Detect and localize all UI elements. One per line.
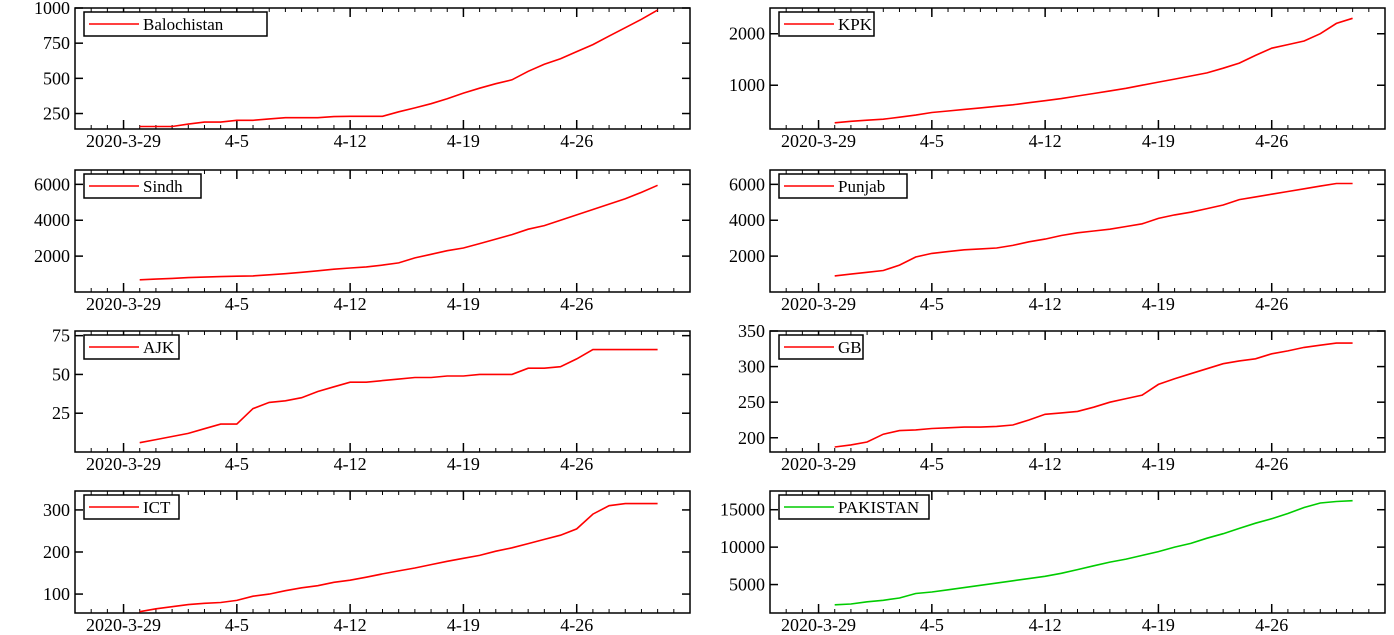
legend-label: Balochistan — [143, 15, 224, 34]
series-line-balochistan — [139, 9, 658, 128]
x-tick-label: 4-5 — [920, 131, 944, 151]
panel-sindh: 2020-3-29 4-5 4-12 4-19 4-26 2000 4000 6000 Sind… — [34, 169, 691, 314]
legend-label: Sindh — [143, 177, 183, 196]
legend: Balochistan — [83, 11, 268, 37]
y-tick-label: 100 — [43, 584, 70, 604]
legend: ICT — [83, 494, 180, 520]
x-tick-label: 2020-3-29 — [781, 131, 856, 151]
legend: PAKISTAN — [778, 494, 930, 520]
series-line-gb — [834, 342, 1353, 448]
y-tick-label: 250 — [738, 392, 765, 412]
panel-gb: 2020-3-29 4-5 4-12 4-19 4-26 200 250 300 350 GB — [738, 321, 1386, 474]
x-tick-label: 2020-3-29 — [86, 615, 161, 635]
x-tick-label: 4-19 — [447, 131, 480, 151]
y-tick-label: 15000 — [720, 500, 765, 520]
series-line-kpk — [834, 17, 1353, 124]
panel-ajk: 2020-3-29 4-5 4-12 4-19 4-26 25 50 75 AJK — [52, 326, 691, 474]
panel-kpk: 2020-3-29 4-5 4-12 4-19 4-26 1000 2000 KPK — [729, 7, 1386, 151]
y-tick-label: 1000 — [34, 0, 70, 18]
x-tick-label: 4-5 — [225, 454, 249, 474]
series-line-ajk — [139, 348, 658, 444]
x-tick-label: 4-12 — [1029, 454, 1062, 474]
y-tick-label: 250 — [43, 104, 70, 124]
x-tick-label: 4-5 — [225, 294, 249, 314]
y-tick-label: 2000 — [729, 24, 765, 44]
y-tick-label: 6000 — [34, 174, 70, 194]
x-tick-label: 4-12 — [334, 131, 367, 151]
legend: GB — [778, 334, 864, 360]
x-tick-label: 4-5 — [225, 615, 249, 635]
x-tick-label: 4-19 — [1142, 615, 1175, 635]
y-tick-label: 5000 — [729, 575, 765, 595]
x-tick-label: 4-26 — [560, 454, 593, 474]
y-tick-label: 1000 — [729, 75, 765, 95]
x-tick-label: 4-12 — [334, 294, 367, 314]
x-tick-label: 4-26 — [1255, 615, 1288, 635]
y-tick-label: 25 — [52, 403, 70, 423]
legend-label: ICT — [143, 498, 171, 517]
series-line-pakistan — [834, 499, 1353, 606]
y-tick-label: 750 — [43, 33, 70, 53]
legend: AJK — [83, 334, 180, 360]
y-tick-label: 200 — [738, 428, 765, 448]
series-line-sindh — [139, 184, 658, 281]
x-tick-label: 4-12 — [1029, 131, 1062, 151]
y-tick-label: 500 — [43, 68, 70, 88]
series-line-punjab — [834, 182, 1353, 277]
y-tick-label: 50 — [52, 364, 70, 384]
x-tick-label: 4-12 — [334, 454, 367, 474]
x-tick-label: 4-19 — [1142, 131, 1175, 151]
x-tick-label: 4-12 — [1029, 615, 1062, 635]
x-tick-label: 4-5 — [225, 131, 249, 151]
legend: Punjab — [778, 173, 908, 199]
x-tick-label: 2020-3-29 — [86, 454, 161, 474]
legend-label: KPK — [838, 15, 873, 34]
x-tick-label: 4-26 — [1255, 294, 1288, 314]
x-tick-label: 4-19 — [1142, 454, 1175, 474]
y-tick-label: 350 — [738, 321, 765, 341]
y-tick-label: 75 — [52, 326, 70, 346]
legend-label: GB — [838, 338, 862, 357]
x-tick-label: 4-26 — [560, 131, 593, 151]
panel-pakistan: 2020-3-29 4-5 4-12 4-19 4-26 5000 10000 15000 PA… — [720, 490, 1386, 635]
x-tick-label: 4-26 — [1255, 454, 1288, 474]
x-tick-label: 4-5 — [920, 294, 944, 314]
x-tick-label: 2020-3-29 — [86, 131, 161, 151]
x-tick-label: 4-26 — [560, 615, 593, 635]
y-tick-label: 6000 — [729, 174, 765, 194]
x-tick-label: 4-19 — [1142, 294, 1175, 314]
x-tick-label: 4-19 — [447, 615, 480, 635]
x-tick-label: 4-26 — [1255, 131, 1288, 151]
y-tick-label: 200 — [43, 542, 70, 562]
legend-label: PAKISTAN — [838, 498, 919, 517]
x-tick-label: 2020-3-29 — [781, 294, 856, 314]
x-tick-label: 2020-3-29 — [781, 615, 856, 635]
y-tick-label: 4000 — [729, 210, 765, 230]
panel-balochistan: 2020-3-29 4-5 4-12 4-19 4-26 250 500 750 1000 Bal… — [34, 0, 691, 151]
x-tick-label: 4-19 — [447, 294, 480, 314]
panel-ict: 2020-3-29 4-5 4-12 4-19 4-26 100 200 300 ICT — [43, 490, 691, 635]
x-tick-label: 2020-3-29 — [86, 294, 161, 314]
y-tick-label: 300 — [43, 500, 70, 520]
x-tick-label: 4-5 — [920, 615, 944, 635]
legend: KPK — [778, 11, 875, 37]
y-tick-label: 10000 — [720, 537, 765, 557]
y-tick-label: 2000 — [34, 246, 70, 266]
x-tick-label: 4-19 — [447, 454, 480, 474]
y-tick-label: 2000 — [729, 246, 765, 266]
legend-label: AJK — [143, 338, 175, 357]
x-tick-label: 2020-3-29 — [781, 454, 856, 474]
x-tick-label: 4-5 — [920, 454, 944, 474]
legend: Sindh — [83, 173, 202, 199]
series-line-ict — [139, 502, 658, 613]
y-tick-label: 4000 — [34, 210, 70, 230]
y-tick-label: 300 — [738, 357, 765, 377]
legend-label: Punjab — [838, 177, 885, 196]
x-tick-label: 4-12 — [334, 615, 367, 635]
x-tick-label: 4-26 — [560, 294, 593, 314]
x-tick-label: 4-12 — [1029, 294, 1062, 314]
panel-punjab: 2020-3-29 4-5 4-12 4-19 4-26 2000 4000 6000 Punj… — [729, 169, 1386, 314]
